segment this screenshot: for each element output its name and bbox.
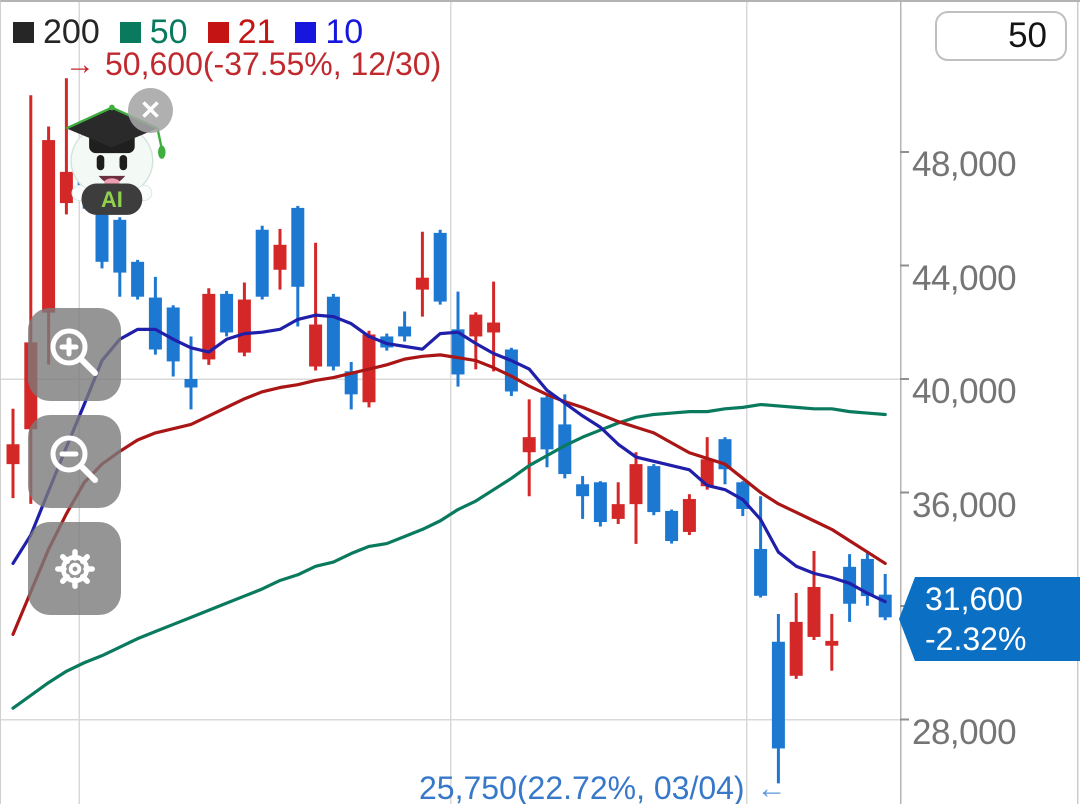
- mascot-close-button[interactable]: ✕: [128, 88, 173, 133]
- ma-legend: 200 50 21 10: [13, 15, 363, 49]
- y-axis-label: 48,000: [912, 145, 1017, 184]
- candle: [576, 484, 590, 497]
- candle: [273, 244, 287, 270]
- candle: [326, 296, 340, 367]
- candle: [593, 482, 607, 523]
- candle: [487, 322, 501, 333]
- legend-ma200: 200: [13, 15, 100, 49]
- candle: [148, 297, 162, 350]
- legend-swatch: [295, 21, 317, 43]
- candle: [682, 499, 696, 532]
- legend-period-label: 21: [237, 13, 276, 51]
- candle: [843, 566, 857, 604]
- candle: [860, 558, 874, 597]
- legend-swatch: [119, 21, 141, 43]
- close-icon: ✕: [139, 95, 162, 125]
- legend-ma50: 50: [119, 13, 188, 51]
- zoom-out-icon: [40, 427, 110, 497]
- left-arrow-icon: ←: [756, 771, 787, 804]
- zoom-out-button[interactable]: [28, 415, 121, 508]
- candle: [754, 548, 768, 596]
- period-high-annotation: → 50,600(-37.55%, 12/30): [65, 46, 441, 83]
- ma-line-21: [11, 353, 887, 636]
- candle: [629, 464, 643, 505]
- period-low-text: 25,750(22.72%, 03/04): [419, 770, 745, 804]
- candle: [469, 314, 483, 337]
- candle: [131, 261, 145, 297]
- zoom-in-button[interactable]: [28, 308, 121, 401]
- price-change: -2.32%: [925, 621, 1027, 657]
- period-low-annotation: 25,750(22.72%, 03/04) ←: [419, 770, 787, 804]
- ai-banner-label: AI: [101, 187, 123, 212]
- candle: [700, 459, 714, 487]
- candle: [789, 621, 803, 676]
- period-high-text: 50,600(-37.55%, 12/30): [105, 46, 442, 82]
- candle: [558, 424, 572, 475]
- candle: [95, 201, 109, 262]
- candle-count-badge[interactable]: 50: [935, 11, 1067, 61]
- candle: [255, 229, 269, 297]
- candle: [825, 640, 839, 646]
- candle: [291, 207, 305, 287]
- candle: [415, 277, 429, 290]
- ai-banner: [81, 183, 143, 215]
- candle: [522, 437, 536, 453]
- ma-line-10: [11, 313, 887, 604]
- candle: [540, 397, 554, 450]
- zoom-in-icon: [40, 320, 110, 390]
- current-price: 31,600: [925, 581, 1023, 617]
- candle: [202, 293, 216, 360]
- candle: [220, 293, 234, 333]
- legend-period-label: 50: [149, 13, 188, 51]
- legend-ma10: 10: [295, 15, 363, 49]
- graduation-cap-icon: [66, 107, 158, 148]
- ma-line-50: [11, 402, 887, 710]
- legend-swatch: [13, 21, 34, 43]
- gear-icon: [39, 533, 111, 605]
- y-axis-label: 40,000: [912, 372, 1017, 411]
- candle: [113, 219, 127, 273]
- y-axis-label: 36,000: [912, 485, 1017, 525]
- right-arrow-icon: →: [65, 47, 95, 81]
- legend-ma21: 21: [207, 13, 276, 51]
- candle: [665, 510, 679, 542]
- candle: [184, 379, 198, 388]
- candle: [771, 641, 785, 749]
- candle: [807, 586, 821, 637]
- candle: [451, 329, 465, 375]
- chart-settings-button[interactable]: [28, 522, 121, 615]
- candle: [166, 307, 180, 362]
- candle: [42, 140, 56, 313]
- candle: [647, 466, 661, 513]
- candle: [59, 171, 73, 204]
- candle: [237, 299, 251, 353]
- candle: [6, 444, 20, 465]
- candle: [398, 326, 412, 337]
- legend-swatch: [207, 21, 229, 43]
- candle: [504, 349, 518, 392]
- candle: [344, 371, 358, 395]
- current-price-tag: 31,600 -2.32%: [899, 577, 1080, 661]
- candle: [611, 504, 625, 519]
- candle: [433, 232, 447, 302]
- candle: [309, 324, 323, 367]
- ai-assistant-mascot[interactable]: AI: [53, 92, 167, 223]
- y-axis-label: 44,000: [912, 258, 1017, 298]
- y-axis-label: 28,000: [912, 712, 1017, 752]
- legend-period-label: 10: [325, 13, 364, 51]
- legend-period-label: 200: [43, 13, 100, 51]
